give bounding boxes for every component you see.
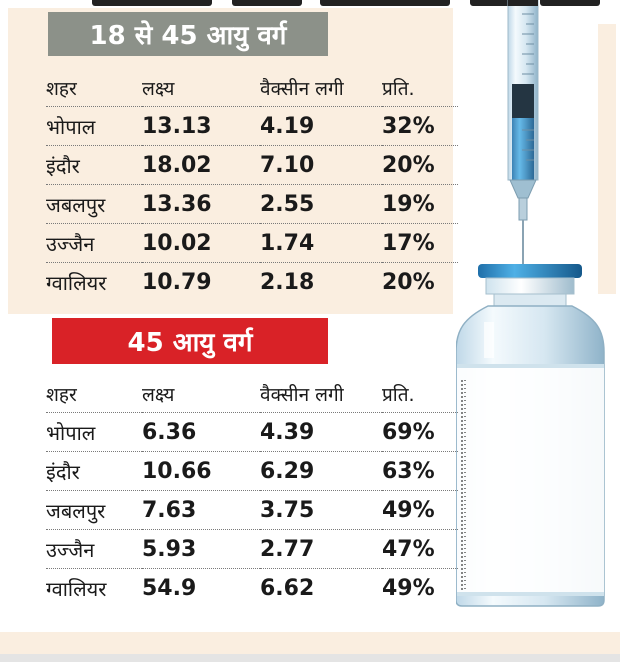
table-row: इंदौर 18.02 7.10 20%: [46, 145, 458, 185]
panel-edge-right: [598, 24, 616, 294]
city-cell: इंदौर: [46, 145, 142, 185]
vaccinated-cell: 2.18: [260, 269, 315, 295]
percent-cell: 49%: [382, 575, 435, 601]
target-cell: 10.66: [142, 451, 260, 491]
city-cell: ग्वालियर: [46, 576, 107, 601]
vaccinated-cell: 2.55: [260, 184, 382, 224]
header-target: लक्ष्य: [142, 70, 260, 107]
header-percent: प्रति.: [382, 376, 458, 413]
vaccinated-cell: 6.62: [260, 575, 315, 601]
percent-cell: 20%: [382, 269, 435, 295]
vaccinated-cell: 4.19: [260, 106, 382, 146]
target-cell: 18.02: [142, 145, 260, 185]
clipped-headline: [0, 0, 620, 10]
vaccinated-cell: 1.74: [260, 223, 382, 263]
header-vaccinated: वैक्सीन लगी: [260, 376, 382, 413]
percent-cell: 69%: [382, 412, 458, 452]
header-percent: प्रति.: [382, 70, 458, 107]
city-cell: उज्जैन: [46, 223, 142, 263]
header-vaccinated: वैक्सीन लगी: [260, 70, 382, 107]
city-cell: उज्जैन: [46, 529, 142, 569]
percent-cell: 49%: [382, 490, 458, 530]
vaccinated-cell: 3.75: [260, 490, 382, 530]
percent-cell: 63%: [382, 451, 458, 491]
city-cell: इंदौर: [46, 451, 142, 491]
vaccination-table-18-45: शहर लक्ष्य वैक्सीन लगी प्रति. भोपाल 13.1…: [46, 70, 458, 301]
section-title-45-plus: 45 आयु वर्ग: [52, 318, 328, 364]
percent-cell: 47%: [382, 529, 458, 569]
city-cell: भोपाल: [46, 106, 142, 146]
target-cell: 10.79: [142, 269, 212, 295]
table-row: ग्वालियर 54.9 6.62 49%: [46, 569, 458, 608]
vaccination-table-45-plus: शहर लक्ष्य वैक्सीन लगी प्रति. भोपाल 6.36…: [46, 376, 458, 607]
table-row: जबलपुर 7.63 3.75 49%: [46, 490, 458, 530]
target-cell: 6.36: [142, 412, 260, 452]
percent-cell: 19%: [382, 184, 458, 224]
target-cell: 10.02: [142, 223, 260, 263]
target-cell: 54.9: [142, 575, 197, 601]
target-cell: 5.93: [142, 529, 260, 569]
target-cell: 13.13: [142, 106, 260, 146]
city-cell: जबलपुर: [46, 490, 142, 530]
city-cell: जबलपुर: [46, 184, 142, 224]
table-header-row: शहर लक्ष्य वैक्सीन लगी प्रति.: [46, 70, 458, 107]
panel-footer-strip: [0, 632, 620, 662]
header-city: शहर: [46, 70, 142, 107]
vaccinated-cell: 7.10: [260, 145, 382, 185]
table-row: भोपाल 13.13 4.19 32%: [46, 106, 458, 146]
percent-cell: 20%: [382, 145, 458, 185]
vaccinated-cell: 2.77: [260, 529, 382, 569]
table-row: जबलपुर 13.36 2.55 19%: [46, 184, 458, 224]
header-city: शहर: [46, 376, 142, 413]
city-cell: ग्वालियर: [46, 270, 107, 295]
table-row: भोपाल 6.36 4.39 69%: [46, 412, 458, 452]
target-cell: 13.36: [142, 184, 260, 224]
city-cell: भोपाल: [46, 412, 142, 452]
vaccinated-cell: 4.39: [260, 412, 382, 452]
section-title-18-45: 18 से 45 आयु वर्ग: [48, 12, 328, 56]
header-target: लक्ष्य: [142, 376, 260, 413]
table-row: इंदौर 10.66 6.29 63%: [46, 451, 458, 491]
table-row: उज्जैन 5.93 2.77 47%: [46, 529, 458, 569]
table-header-row: शहर लक्ष्य वैक्सीन लगी प्रति.: [46, 376, 458, 413]
vaccinated-cell: 6.29: [260, 451, 382, 491]
table-row: ग्वालियर 10.79 2.18 20%: [46, 263, 458, 302]
table-row: उज्जैन 10.02 1.74 17%: [46, 223, 458, 263]
percent-cell: 17%: [382, 223, 458, 263]
percent-cell: 32%: [382, 106, 458, 146]
syringe-and-vaccine-vial-icon: [456, 0, 605, 607]
target-cell: 7.63: [142, 490, 260, 530]
